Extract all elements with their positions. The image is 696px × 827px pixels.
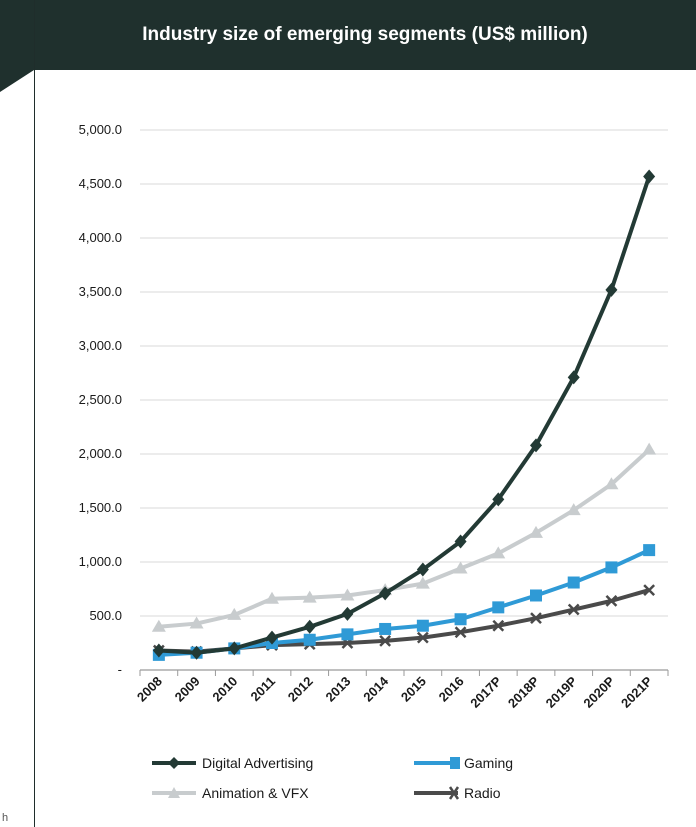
grid-lines — [140, 129, 668, 617]
series-diamond — [152, 169, 656, 660]
x-tick-label: 2019P — [543, 673, 580, 710]
y-axis: - 500.0 1,000.0 1,500.0 2,000.0 2,500.0 3,000.… — [79, 122, 122, 677]
x-tick-label: 2017P — [467, 673, 504, 710]
data-point — [492, 601, 505, 614]
data-point — [303, 633, 316, 646]
legend: Digital Advertising Gaming Animation & V… — [150, 755, 570, 815]
x-tick-label: 2013 — [322, 674, 353, 705]
data-point — [265, 591, 279, 604]
data-point — [303, 619, 316, 634]
data-point — [643, 584, 656, 596]
data-point — [266, 630, 278, 645]
data-point — [530, 438, 542, 453]
y-tick-label: 1,500.0 — [79, 500, 122, 515]
data-point — [340, 588, 355, 601]
data-point — [341, 628, 354, 641]
data-point — [453, 561, 468, 574]
data-point — [605, 594, 618, 607]
y-tick-label: 1,000.0 — [79, 554, 122, 569]
data-point — [416, 619, 429, 632]
data-point — [492, 619, 505, 632]
data-point — [491, 546, 506, 559]
x-tick-label: 2011 — [248, 674, 279, 705]
y-tick-label: 4,500.0 — [79, 176, 122, 191]
legend-label-gaming: Gaming — [464, 755, 514, 771]
y-tick-label: 3,000.0 — [79, 338, 122, 353]
x-tick-label: 2009 — [172, 674, 203, 705]
legend-item-gaming: Gaming — [412, 755, 513, 771]
data-point — [567, 576, 580, 589]
chart-frame — [34, 0, 696, 827]
legend-item-radio: Radio — [412, 785, 501, 801]
data-point — [302, 590, 317, 603]
x-tick-label: 2021P — [618, 673, 655, 710]
y-tick-label: 500.0 — [89, 608, 122, 623]
data-point — [566, 503, 581, 516]
data-point — [454, 613, 467, 626]
data-point — [643, 544, 656, 557]
data-point — [379, 622, 392, 635]
legend-swatch-animation — [152, 787, 196, 798]
legend-label-animation: Animation & VFX — [202, 785, 309, 801]
x-tick-label: 2016 — [436, 674, 467, 705]
legend-item-digital: Digital Advertising — [150, 755, 313, 771]
y-tick-label: 4,000.0 — [79, 230, 122, 245]
series-line — [158, 448, 651, 629]
data-point — [643, 169, 656, 184]
title-bar — [0, 0, 696, 70]
x-tick-label: 2018P — [505, 673, 542, 710]
footnote-mark: h — [2, 812, 9, 824]
y-tick-label: 2,000.0 — [79, 446, 122, 461]
data-point — [227, 607, 242, 620]
y-tick-label: 2,500.0 — [79, 392, 122, 407]
y-tick-label: - — [118, 662, 122, 677]
x-tick-label: 2015 — [398, 674, 429, 705]
data-point — [341, 606, 354, 621]
legend-swatch-digital — [152, 757, 196, 769]
chart-title: Industry size of emerging segments (US$ … — [142, 24, 588, 45]
legend-item-animation: Animation & VFX — [150, 785, 309, 801]
data-point — [529, 525, 543, 538]
y-tick-label: 5,000.0 — [79, 122, 122, 137]
data-point — [379, 586, 392, 601]
x-tick-label: 2012 — [285, 674, 316, 705]
data-point — [454, 626, 467, 639]
data-point — [567, 370, 580, 385]
data-point — [604, 477, 619, 490]
data-point — [189, 616, 204, 629]
data-point — [379, 634, 392, 647]
series-triangle — [151, 442, 657, 632]
data-point — [190, 645, 203, 660]
data-point — [151, 619, 166, 632]
data-point — [416, 631, 429, 644]
data-point — [415, 576, 430, 589]
series-line — [158, 175, 652, 655]
y-tick-label: 3,500.0 — [79, 284, 122, 299]
legend-swatch-gaming — [414, 757, 460, 769]
data-point — [454, 534, 467, 549]
legend-label-radio: Radio — [464, 785, 501, 801]
legend-swatch-radio — [414, 786, 460, 800]
x-tick-label: 2020P — [580, 673, 617, 710]
data-point — [605, 282, 618, 297]
data-point — [605, 561, 618, 574]
data-point — [416, 562, 429, 577]
line-chart: - 500.0 1,000.0 1,500.0 2,000.0 2,500.0 3,000.… — [79, 122, 669, 711]
data-point — [492, 492, 505, 507]
legend-label-digital: Digital Advertising — [202, 755, 314, 771]
data-point — [152, 643, 165, 658]
x-axis: 2008 2009 2010 2011 2012 2013 2014 2015 2016 2017… — [134, 669, 669, 711]
title-notch — [0, 70, 34, 92]
data-point — [567, 603, 580, 616]
x-tick-label: 2014 — [360, 673, 392, 705]
x-tick-label: 2008 — [134, 674, 165, 705]
data-point — [228, 641, 241, 656]
data-point — [642, 442, 657, 455]
data-point — [530, 612, 542, 625]
x-tick-label: 2010 — [209, 674, 240, 705]
data-point — [530, 589, 542, 602]
series-group — [151, 169, 657, 661]
